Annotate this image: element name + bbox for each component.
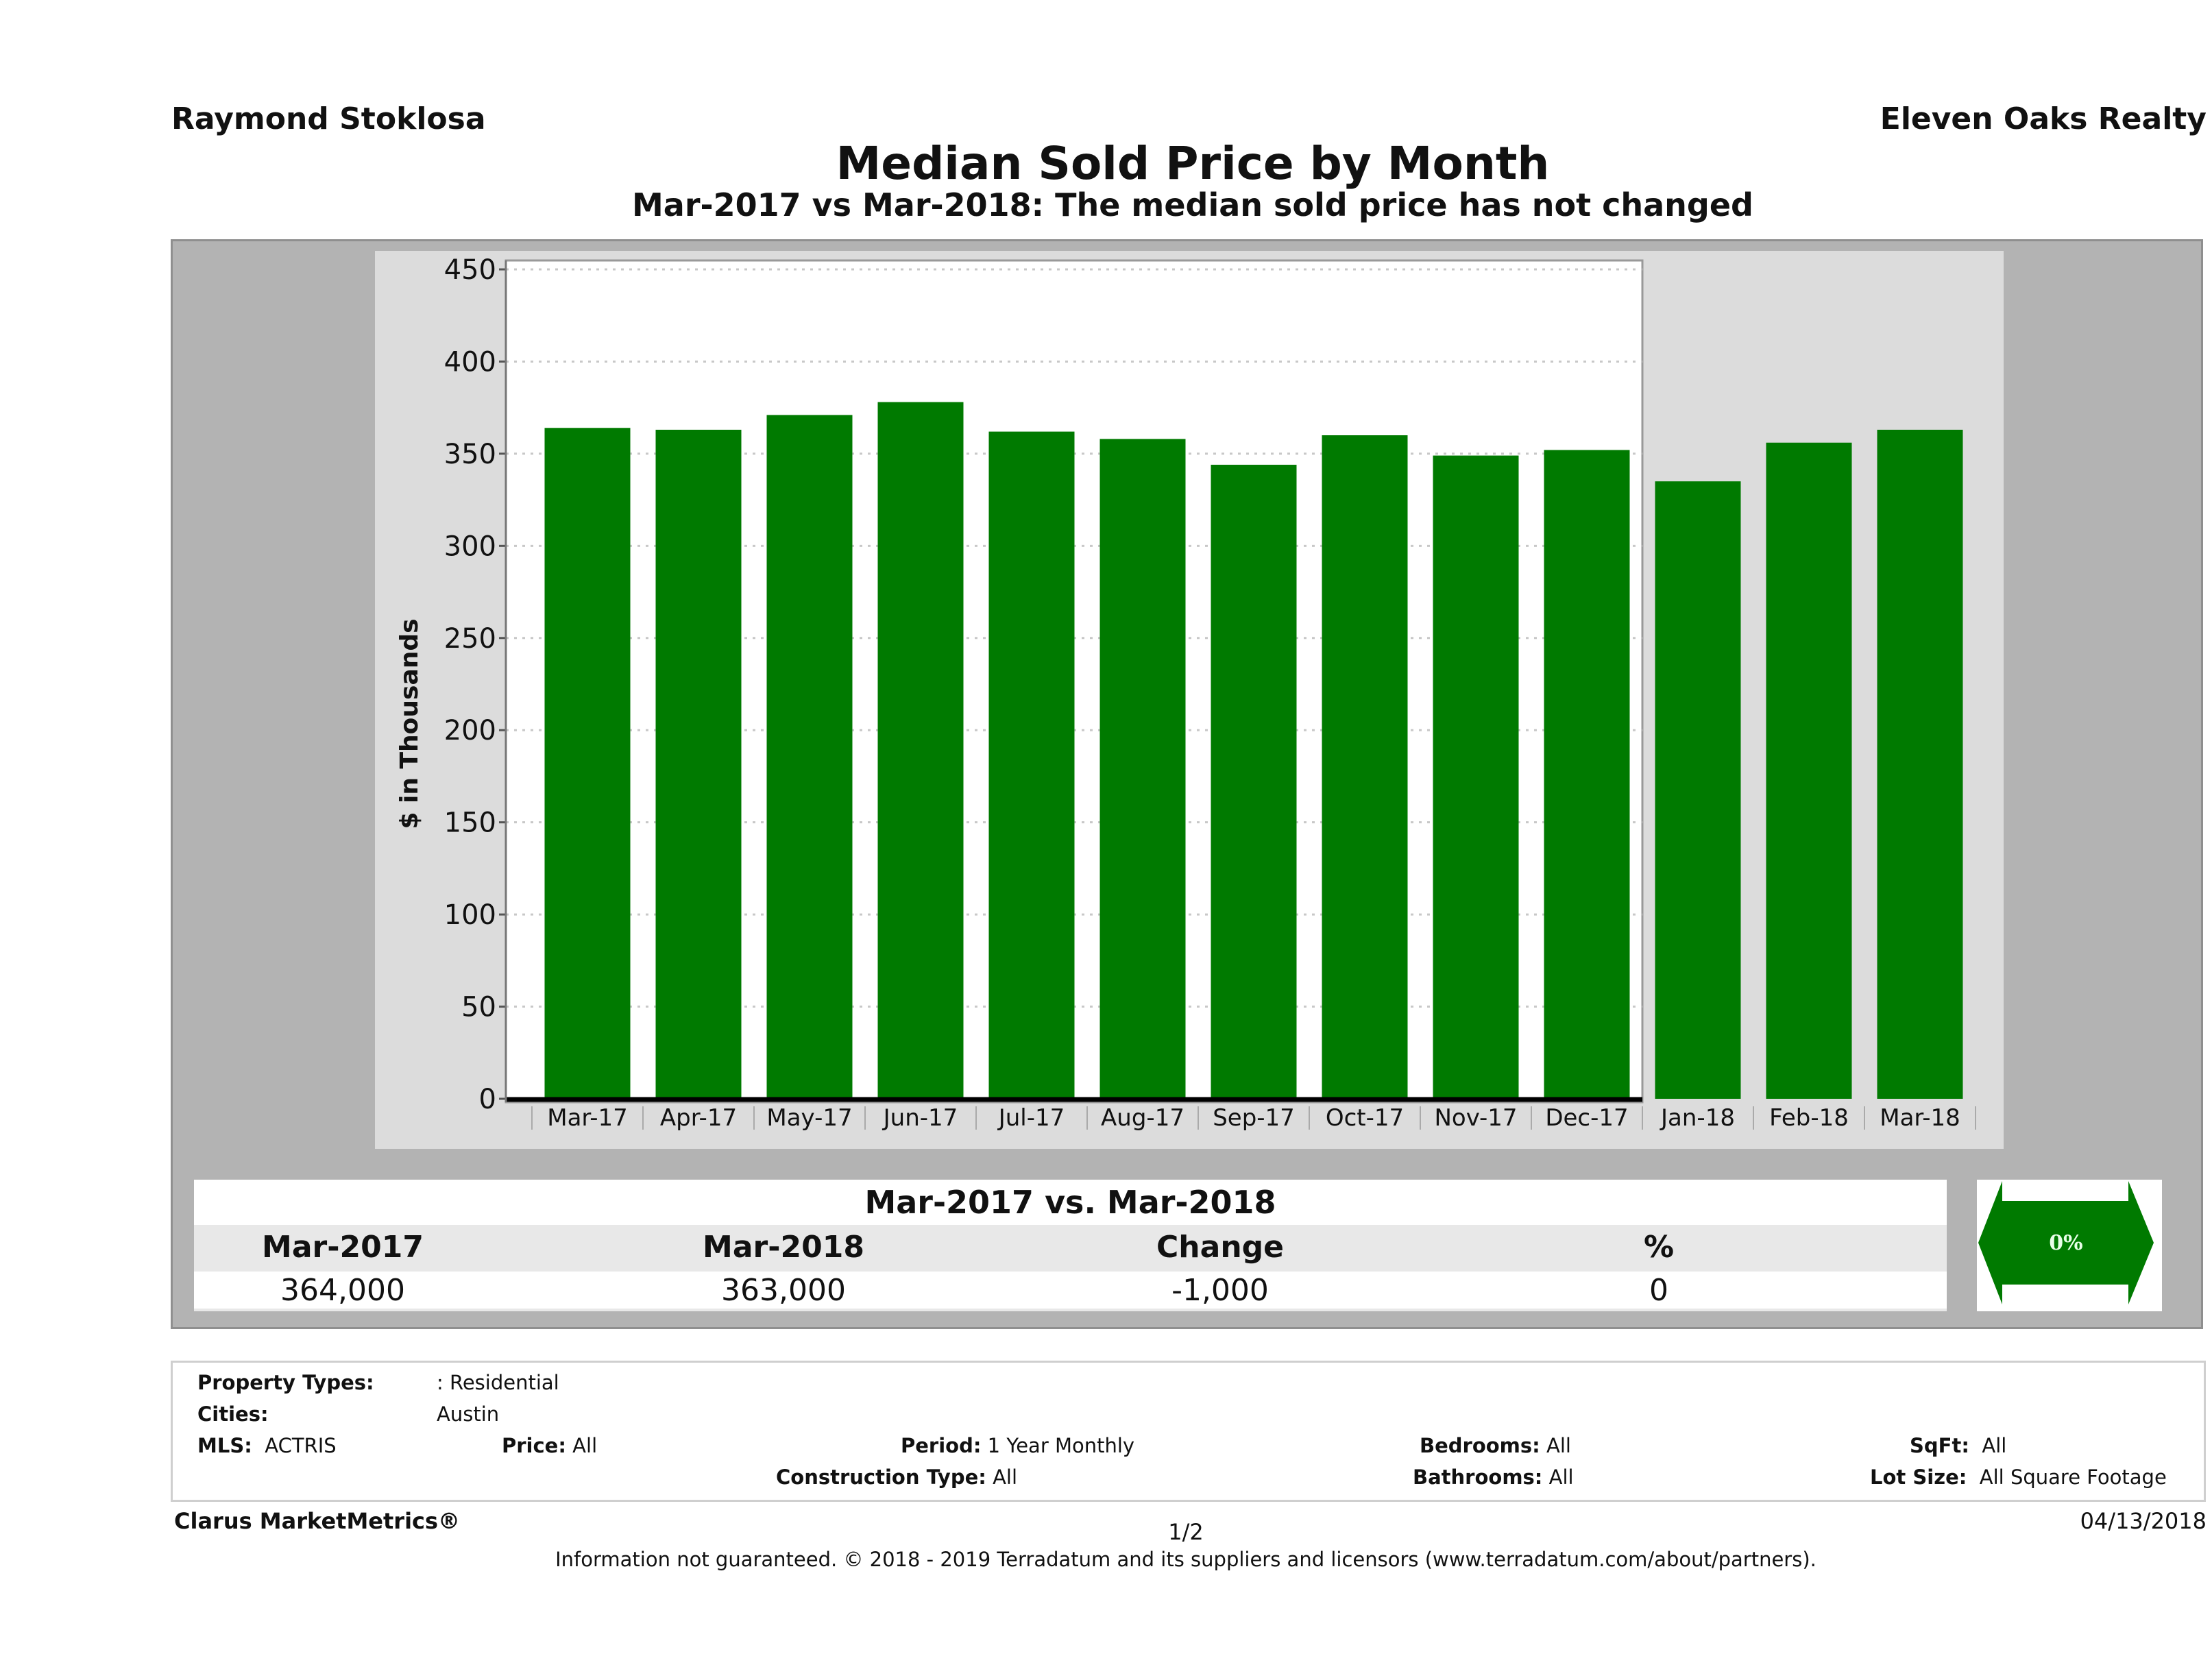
x-tick-label: Oct-17	[1326, 1104, 1404, 1132]
x-axis-ticks: Mar-17 Apr-17 May-17 Jun-17 Jul-17 Aug-17 Sep-…	[531, 1104, 1976, 1132]
bar-apr-17	[655, 429, 742, 1099]
x-tick-label: Jan-18	[1660, 1104, 1735, 1132]
y-tick-label: 50	[461, 992, 496, 1023]
filter-criteria: Property Types: : Residential Cities: Au…	[171, 1361, 2206, 1502]
report-date: 04/13/2018	[2080, 1508, 2207, 1534]
y-tick-label: 0	[479, 1084, 496, 1115]
header-mar-2018: Mar-2018	[703, 1229, 864, 1265]
y-axis-label: $ in Thousands	[396, 618, 424, 829]
comparison-header-row: Mar-2017 Mar-2018 Change %	[194, 1228, 1947, 1266]
bar-oct-17	[1322, 435, 1408, 1099]
x-tick-label: Jun-17	[882, 1104, 958, 1132]
bar-aug-17	[1099, 439, 1186, 1099]
header-change: Change	[1156, 1229, 1284, 1265]
bar-jan-18	[1655, 481, 1741, 1099]
bars	[544, 402, 1963, 1099]
change-badge: 0%	[1977, 1180, 2162, 1311]
y-tick-label: 400	[444, 346, 496, 378]
y-tick-label: 350	[444, 439, 496, 470]
y-tick-label: 200	[444, 715, 496, 746]
x-tick-label: May-17	[766, 1104, 852, 1132]
value-mar-2017: 364,000	[280, 1272, 405, 1308]
chart-title: Median Sold Price by Month	[836, 137, 1550, 190]
value-change: -1,000	[1171, 1272, 1269, 1308]
comparison-values-row: 364,000 363,000 -1,000 0	[194, 1272, 1947, 1309]
y-tick-label: 250	[444, 623, 496, 655]
bar-mar-18	[1877, 429, 1963, 1099]
filter-bathrooms: Bathrooms: All	[1413, 1466, 1574, 1489]
bar-jun-17	[877, 402, 964, 1099]
filter-mls: MLS: ACTRIS	[197, 1434, 337, 1457]
x-tick-label: Feb-18	[1769, 1104, 1849, 1132]
comparison-title: Mar-2017 vs. Mar-2018	[194, 1180, 1947, 1225]
x-tick-label: Sep-17	[1213, 1104, 1295, 1132]
value-percent: 0	[1649, 1272, 1668, 1308]
x-tick-label: Dec-17	[1545, 1104, 1628, 1132]
bar-nov-17	[1433, 455, 1519, 1099]
filter-lot-size: Lot Size: All Square Footage	[1870, 1466, 2167, 1489]
bar-dec-17	[1544, 450, 1630, 1099]
filter-property-types-value: : Residential	[437, 1371, 559, 1394]
x-tick-label: Jul-17	[997, 1104, 1065, 1132]
filter-period: Period: 1 Year Monthly	[901, 1434, 1135, 1457]
x-tick-label: Aug-17	[1101, 1104, 1184, 1132]
header-mar-2017: Mar-2017	[262, 1229, 424, 1265]
y-tick-label: 100	[444, 899, 496, 931]
chart-subtitle: Mar-2017 vs Mar-2018: The median sold pr…	[632, 186, 1753, 223]
comparison-table: Mar-2017 vs. Mar-2018 Mar-2017 Mar-2018 …	[194, 1180, 1947, 1311]
disclaimer: Information not guaranteed. © 2018 - 201…	[555, 1548, 1816, 1571]
bar-jul-17	[988, 431, 1075, 1099]
filter-construction-type: Construction Type: All	[776, 1466, 1018, 1489]
filter-price: Price: All	[502, 1434, 598, 1457]
bar-sep-17	[1211, 465, 1297, 1099]
header-percent: %	[1643, 1229, 1675, 1265]
brand-footer: Clarus MarketMetrics®	[174, 1508, 461, 1534]
x-tick-label: Mar-18	[1880, 1104, 1960, 1132]
filter-sqft: SqFt: All	[1910, 1434, 2007, 1457]
x-tick-label: Mar-17	[547, 1104, 628, 1132]
filter-cities: Cities:	[197, 1402, 269, 1426]
bar-feb-18	[1766, 442, 1852, 1099]
agent-name: Raymond Stoklosa	[171, 101, 486, 136]
page-number: 1/2	[1168, 1519, 1204, 1545]
chart-container: 0 50 100 150 200 250 300 350 400 450 Mar-17 Apr-17…	[375, 251, 2004, 1149]
bar-chart: 0 50 100 150 200 250 300 350 400 450 Mar-17 Apr-17…	[396, 254, 1976, 1132]
double-arrow-icon: 0%	[1978, 1181, 2154, 1304]
filter-cities-value: Austin	[437, 1402, 500, 1426]
company-name: Eleven Oaks Realty	[1880, 101, 2207, 136]
filter-property-types: Property Types:	[197, 1371, 374, 1394]
change-badge-label: 0%	[2049, 1231, 2082, 1255]
bar-mar-17	[544, 428, 631, 1099]
y-tick-label: 300	[444, 531, 496, 562]
filter-bedrooms: Bedrooms: All	[1420, 1434, 1571, 1457]
value-mar-2018: 363,000	[721, 1272, 846, 1308]
y-tick-label: 450	[444, 254, 496, 286]
y-tick-label: 150	[444, 807, 496, 839]
x-tick-label: Nov-17	[1435, 1104, 1518, 1132]
x-tick-label: Apr-17	[660, 1104, 737, 1132]
bar-may-17	[766, 415, 853, 1099]
y-axis-ticks: 0 50 100 150 200 250 300 350 400 450	[444, 254, 506, 1115]
